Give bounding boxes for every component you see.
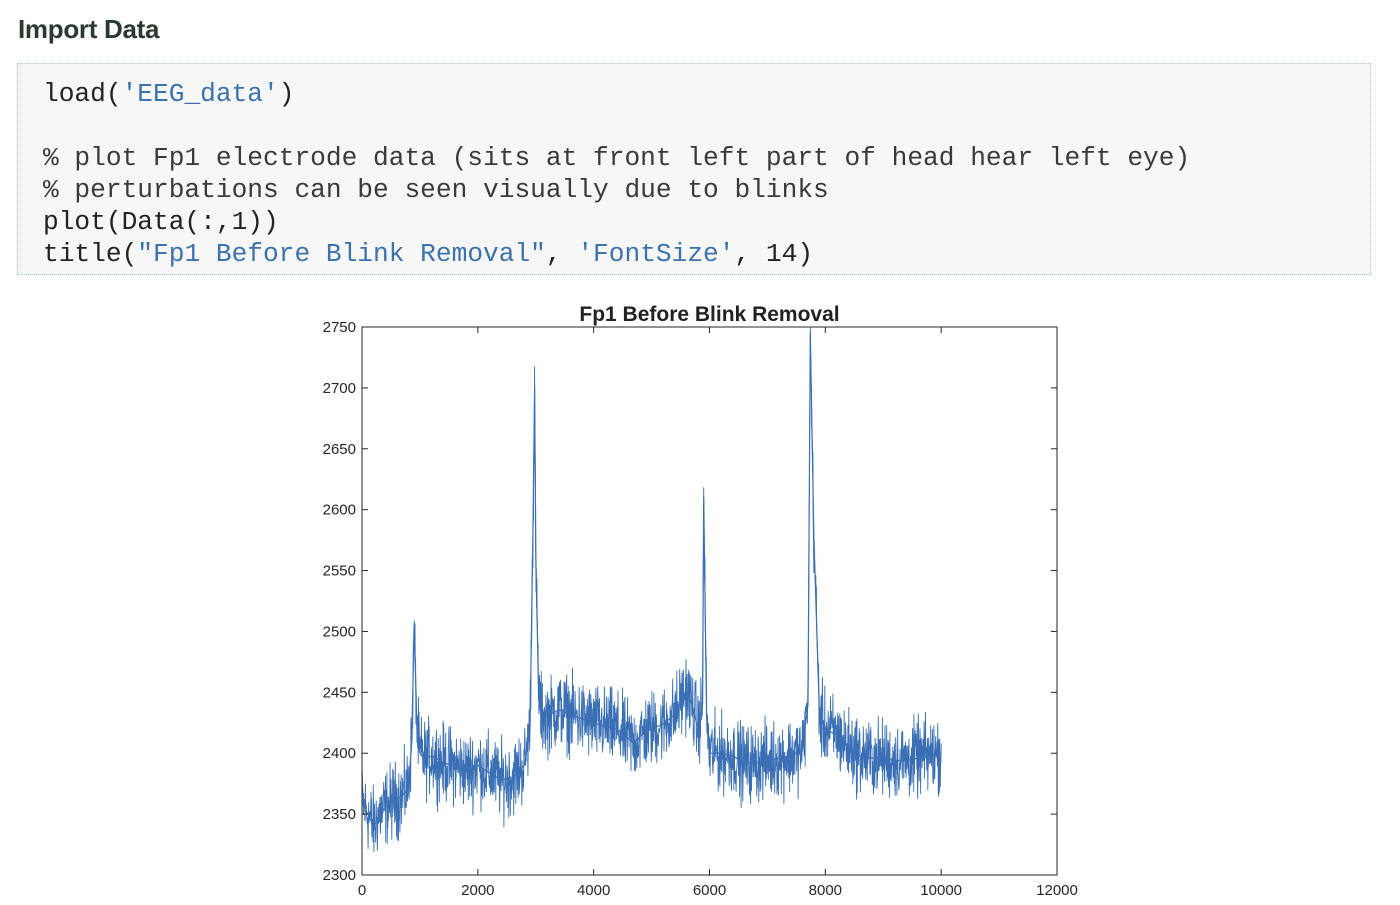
y-tick-label: 2550 bbox=[323, 563, 356, 580]
code-comment: % perturbations can be seen visually due… bbox=[43, 175, 829, 205]
code-line bbox=[43, 110, 1370, 142]
code-line: % perturbations can be seen visually due… bbox=[43, 174, 1370, 206]
x-tick-label: 0 bbox=[358, 882, 366, 899]
x-tick-label: 4000 bbox=[577, 882, 610, 899]
series-line bbox=[361, 326, 942, 853]
code-text: load( bbox=[43, 79, 122, 109]
y-tick-label: 2700 bbox=[323, 380, 356, 397]
code-text: title( bbox=[43, 239, 138, 269]
code-line: % plot Fp1 electrode data (sits at front… bbox=[43, 142, 1370, 174]
y-tick-label: 2350 bbox=[323, 806, 356, 823]
y-tick-label: 2450 bbox=[323, 684, 356, 701]
code-text: ) bbox=[278, 79, 295, 109]
chart-svg: Fp1 Before Blink Removal 0 2000 4000 6000 800… bbox=[323, 303, 1078, 899]
code-string: 'FontSize' bbox=[577, 239, 735, 269]
code-text: , bbox=[545, 239, 578, 269]
y-tick-label: 2300 bbox=[323, 867, 356, 884]
y-tick-label: 2750 bbox=[323, 319, 356, 336]
code-block[interactable]: load('EEG_data') % plot Fp1 electrode dat… bbox=[17, 63, 1371, 275]
y-tick-label: 2600 bbox=[323, 502, 356, 519]
x-tick-label: 2000 bbox=[461, 882, 494, 899]
section-heading: Import Data bbox=[18, 14, 160, 44]
code-line: load('EEG_data') bbox=[43, 78, 1370, 110]
figure-panel: Fp1 Before Blink Removal 0 2000 4000 6000 800… bbox=[291, 296, 1091, 905]
x-tick-label: 10000 bbox=[920, 882, 962, 899]
y-tick-label: 2400 bbox=[323, 745, 356, 762]
code-line: plot(Data(:,1)) bbox=[43, 206, 1370, 238]
code-string: "Fp1 Before Blink Removal" bbox=[137, 239, 546, 269]
x-tick-label: 8000 bbox=[809, 882, 842, 899]
code-comment: % plot Fp1 electrode data (sits at front… bbox=[43, 143, 1191, 173]
code-text: , 14) bbox=[734, 239, 814, 269]
code-text: plot(Data(:,1)) bbox=[43, 207, 279, 237]
chart-title: Fp1 Before Blink Removal bbox=[579, 303, 839, 326]
plot-frame bbox=[361, 326, 1058, 876]
y-tick-label: 2650 bbox=[323, 441, 356, 458]
x-tick-label: 6000 bbox=[693, 882, 726, 899]
code-lines: load('EEG_data') % plot Fp1 electrode dat… bbox=[43, 78, 1370, 270]
code-string: 'EEG_data' bbox=[121, 79, 279, 109]
y-tick-label: 2500 bbox=[323, 623, 356, 640]
x-tick-label: 12000 bbox=[1036, 882, 1078, 899]
series-envelope-line bbox=[361, 332, 942, 827]
code-line: title("Fp1 Before Blink Removal", 'FontS… bbox=[43, 238, 1370, 270]
